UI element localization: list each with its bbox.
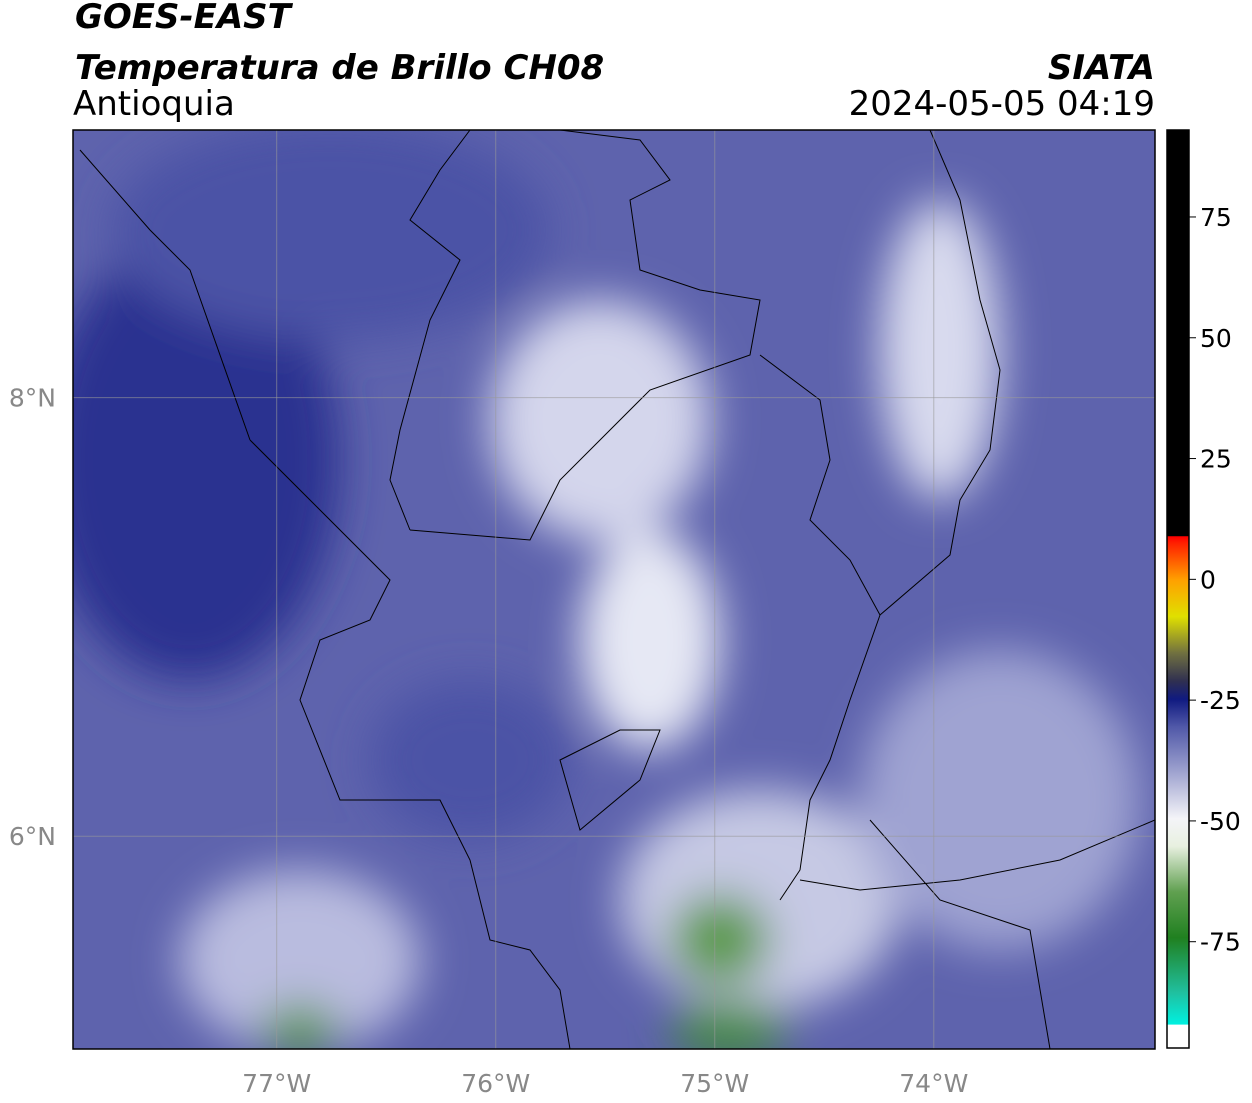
lon-label: 77°W xyxy=(242,1069,311,1098)
colorbar-label: 25 xyxy=(1200,445,1232,474)
colorbar-label: 75 xyxy=(1200,203,1232,232)
graticule xyxy=(73,130,1155,1049)
colorbar xyxy=(1166,129,1190,1049)
lat-label: 8°N xyxy=(9,384,56,413)
colorbar-label: -25 xyxy=(1200,686,1241,715)
product: Temperatura de Brillo CH08 xyxy=(75,48,604,88)
satellite: GOES-EAST xyxy=(75,0,294,37)
satellite-image xyxy=(73,130,1155,1049)
colorbar-label: 50 xyxy=(1200,324,1232,353)
colorbar-label: -50 xyxy=(1200,807,1241,836)
lon-label: 75°W xyxy=(680,1069,749,1098)
lat-label: 6°N xyxy=(9,822,56,851)
organization: SIATA xyxy=(1048,48,1155,88)
region: Antioquia xyxy=(73,84,235,124)
lon-label: 74°W xyxy=(899,1069,968,1098)
timestamp: 2024-05-05 04:19 xyxy=(849,84,1155,124)
colorbar-label: 0 xyxy=(1200,565,1216,594)
map-frame xyxy=(72,129,1156,1050)
colorbar-label: -75 xyxy=(1200,928,1241,957)
lon-label: 76°W xyxy=(461,1069,530,1098)
